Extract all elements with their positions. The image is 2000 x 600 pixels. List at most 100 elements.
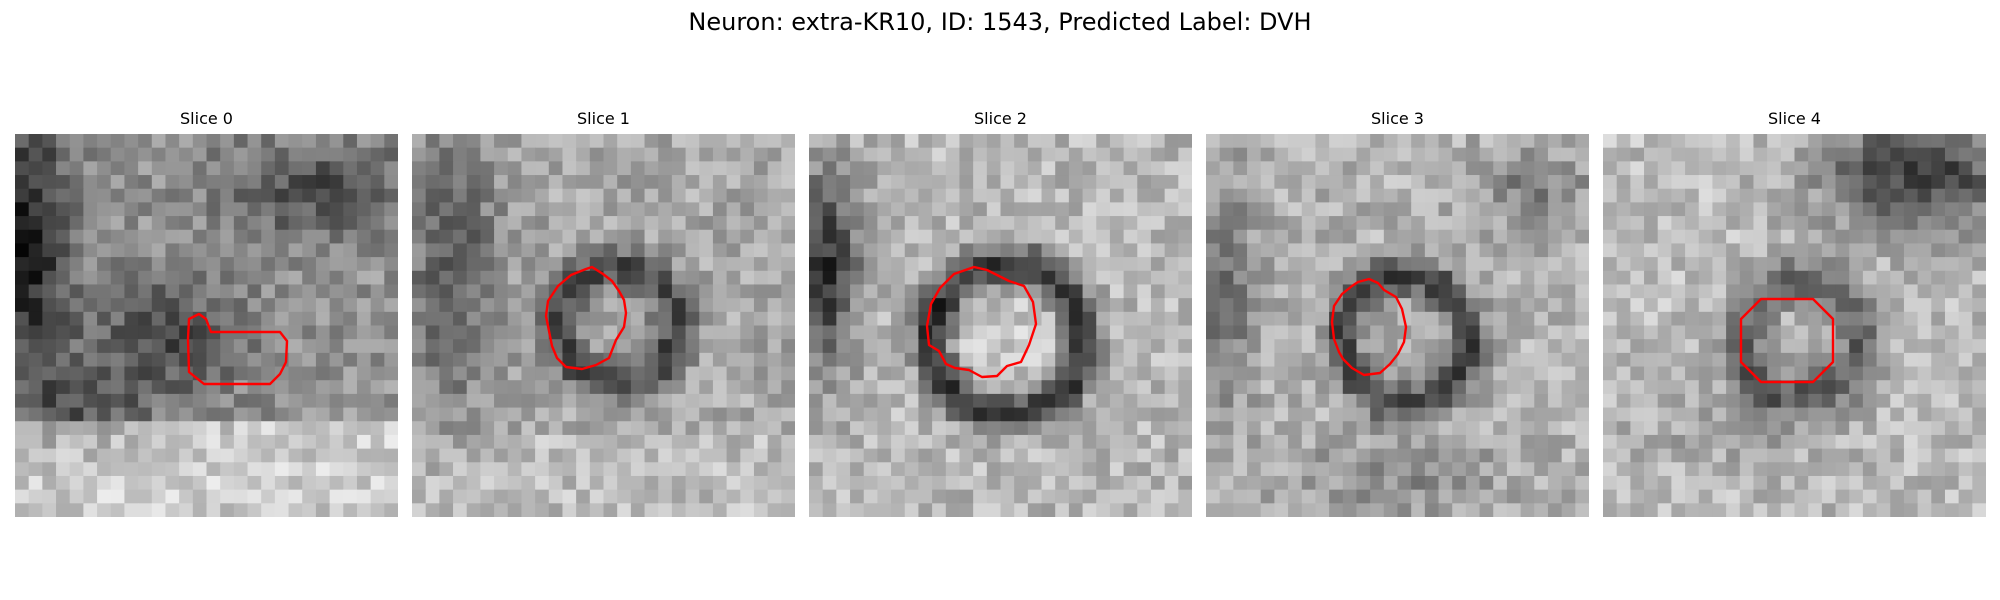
image-pixel <box>1247 393 1262 409</box>
image-pixel <box>1794 257 1809 272</box>
image-pixel <box>302 407 317 422</box>
image-pixel <box>69 134 84 149</box>
image-pixel <box>1452 134 1467 149</box>
image-pixel <box>535 489 550 504</box>
image-pixel <box>1206 257 1221 272</box>
image-pixel <box>918 475 933 491</box>
image-pixel <box>261 380 276 395</box>
image-pixel <box>1096 475 1111 491</box>
image-pixel <box>220 311 235 327</box>
image-pixel <box>630 503 646 517</box>
image-pixel <box>1479 434 1494 450</box>
image-pixel <box>233 134 249 149</box>
image-pixel <box>1726 229 1741 245</box>
image-pixel <box>959 325 974 340</box>
image-pixel <box>274 475 290 491</box>
image-pixel <box>932 393 947 409</box>
image-pixel <box>1534 434 1549 450</box>
image-pixel <box>247 243 262 258</box>
image-pixel <box>1753 448 1768 463</box>
image-pixel <box>1534 489 1549 504</box>
image-pixel <box>1506 216 1522 231</box>
image-pixel <box>151 339 167 354</box>
image-pixel <box>1821 475 1837 491</box>
image-pixel <box>42 243 57 258</box>
image-pixel <box>1506 434 1522 450</box>
image-pixel <box>69 175 84 190</box>
image-pixel <box>1862 175 1878 190</box>
image-pixel <box>439 202 454 217</box>
image-pixel <box>1561 202 1576 217</box>
image-pixel <box>1657 284 1672 299</box>
image-pixel <box>1178 475 1192 491</box>
image-pixel <box>1685 352 1700 368</box>
image-pixel <box>1041 311 1056 327</box>
image-pixel <box>1233 407 1248 422</box>
image-pixel <box>535 393 550 409</box>
image-pixel <box>1726 503 1741 517</box>
image-pixel <box>699 161 714 176</box>
image-pixel <box>1616 421 1631 436</box>
image-pixel <box>1534 366 1549 381</box>
image-pixel <box>1411 134 1426 149</box>
image-pixel <box>1206 380 1221 395</box>
image-pixel <box>1944 229 1960 245</box>
image-pixel <box>1780 366 1796 381</box>
image-pixel <box>945 298 961 313</box>
image-pixel <box>753 298 769 313</box>
image-pixel <box>1520 503 1535 517</box>
image-pixel <box>986 257 1002 272</box>
image-pixel <box>1616 366 1631 381</box>
image-pixel <box>1685 462 1700 477</box>
image-pixel <box>1671 448 1686 463</box>
image-pixel <box>138 311 153 327</box>
image-pixel <box>1561 134 1576 149</box>
image-pixel <box>220 298 235 313</box>
image-pixel <box>767 298 782 313</box>
image-pixel <box>576 489 591 504</box>
image-pixel <box>973 298 988 313</box>
image-pixel <box>480 380 495 395</box>
image-pixel <box>1465 134 1481 149</box>
image-pixel <box>1342 202 1358 217</box>
image-pixel <box>1370 134 1385 149</box>
image-pixel <box>1726 462 1741 477</box>
image-pixel <box>891 352 906 368</box>
image-pixel <box>343 188 358 203</box>
image-pixel <box>1424 298 1440 313</box>
image-pixel <box>850 380 865 395</box>
image-pixel <box>1739 475 1755 491</box>
image-pixel <box>781 270 795 286</box>
image-pixel <box>1726 311 1741 327</box>
image-pixel <box>69 462 84 477</box>
image-pixel <box>809 188 824 203</box>
image-pixel <box>1657 503 1672 517</box>
image-pixel <box>1055 475 1070 491</box>
image-pixel <box>1178 352 1192 368</box>
image-pixel <box>1685 298 1700 313</box>
image-pixel <box>1178 147 1192 162</box>
image-pixel <box>863 257 878 272</box>
image-pixel <box>1603 257 1618 272</box>
image-pixel <box>1424 380 1440 395</box>
image-pixel <box>315 489 331 504</box>
image-pixel <box>1630 489 1645 504</box>
image-pixel <box>850 161 865 176</box>
image-pixel <box>97 161 112 176</box>
image-pixel <box>1342 421 1358 436</box>
image-pixel <box>1712 134 1727 149</box>
image-pixel <box>781 489 795 504</box>
image-pixel <box>589 475 605 491</box>
image-pixel <box>1534 448 1549 463</box>
image-pixel <box>726 421 741 436</box>
image-pixel <box>1575 421 1589 436</box>
image-pixel <box>1835 229 1850 245</box>
image-pixel <box>288 161 303 176</box>
image-pixel <box>809 407 824 422</box>
image-pixel <box>877 434 892 450</box>
image-pixel <box>1274 284 1289 299</box>
image-pixel <box>535 448 550 463</box>
image-pixel <box>274 380 290 395</box>
image-pixel <box>110 380 126 395</box>
image-pixel <box>1644 188 1659 203</box>
